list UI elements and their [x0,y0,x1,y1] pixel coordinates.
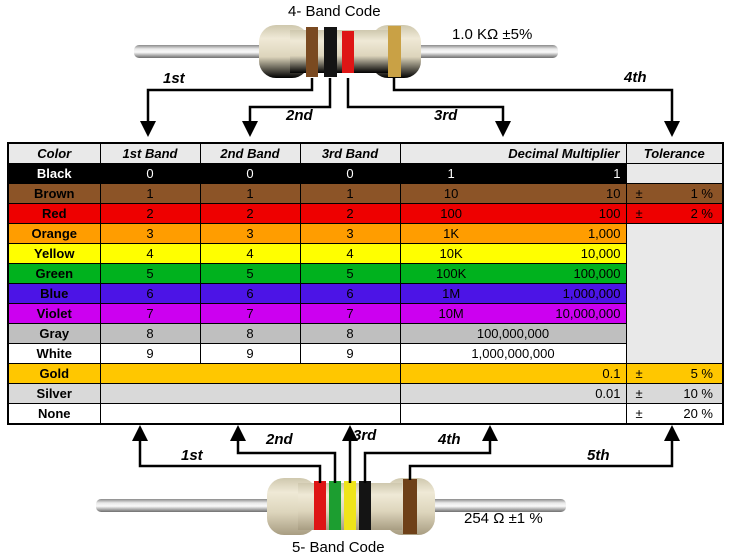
band-green [329,481,341,530]
arrow-label-1st-top: 1st [163,70,185,87]
band-gold [388,26,401,77]
arrow-label-2nd-top: 2nd [286,107,313,124]
arrow-label-1st-bottom: 1st [181,447,203,464]
table-row-none: None ±20 % [7,403,724,425]
color-code-table: Color 1st Band 2nd Band 3rd Band Decimal… [7,142,724,425]
header-tolerance: Tolerance [625,142,724,164]
table-row-gray: Gray 8 8 8 100,000,000 [7,323,723,344]
table-row-green: Green 5 5 5 100K 100,000 [7,263,723,284]
four-band-value: 1.0 KΩ ±5% [452,26,533,43]
arrow-label-2nd-bottom: 2nd [266,431,293,448]
header-color: Color [7,142,101,164]
table-row-violet: Violet 7 7 7 10M 10,000,000 [7,303,723,324]
four-band-resistor-graphic [134,25,680,137]
table-row-white: White 9 9 9 1,000,000,000 [7,343,723,364]
tolerance-empty-merged [625,223,724,364]
band-yellow [344,481,356,530]
none-bands-merged [99,403,401,425]
four-band-title: 4- Band Code [288,3,381,20]
tolerance-empty-black [625,163,724,184]
band-black [359,481,371,530]
pointer-arrows-bottom [138,440,674,483]
band-black [324,27,337,77]
header-multiplier: Decimal Multiplier [399,142,627,164]
table-row-gold: Gold 0.1 ±5 % [7,363,724,384]
arrowheads-bottom [132,425,680,441]
table-header-row: Color 1st Band 2nd Band 3rd Band Decimal… [7,142,724,164]
arrow-label-4th-top: 4th [624,69,647,86]
gold-bands-merged [99,363,401,384]
table-row-orange: Orange 3 3 3 1K 1,000 [7,223,724,364]
arrow-label-5th-bottom: 5th [587,447,610,464]
header-band1: 1st Band [99,142,201,164]
pointer-arrows-top [146,78,674,122]
table-row-blue: Blue 6 6 6 1M 1,000,000 [7,283,723,304]
table-row-brown: Brown 1 1 1 10 10 ±1 % [7,183,724,204]
table-row-yellow: Yellow 4 4 4 10K 10,000 [7,243,723,264]
header-band2: 2nd Band [199,142,301,164]
five-band-value: 254 Ω ±1 % [464,510,543,527]
arrow-label-3rd-bottom: 3rd [353,427,377,444]
band-red [342,31,354,73]
table-row-red: Red 2 2 2 100 100 ±2 % [7,203,724,224]
silver-bands-merged [99,383,401,404]
band-brown [403,479,417,534]
five-band-title: 5- Band Code [292,539,385,556]
band-brown [306,27,318,77]
arrow-label-4th-bottom: 4th [438,431,461,448]
five-band-resistor-graphic [96,425,680,535]
table-row-silver: Silver 0.01 ±10 % [7,383,724,404]
band-red [314,481,326,530]
arrow-label-3rd-top: 3rd [434,107,458,124]
arrowheads-top [140,121,680,137]
header-band3: 3rd Band [299,142,401,164]
